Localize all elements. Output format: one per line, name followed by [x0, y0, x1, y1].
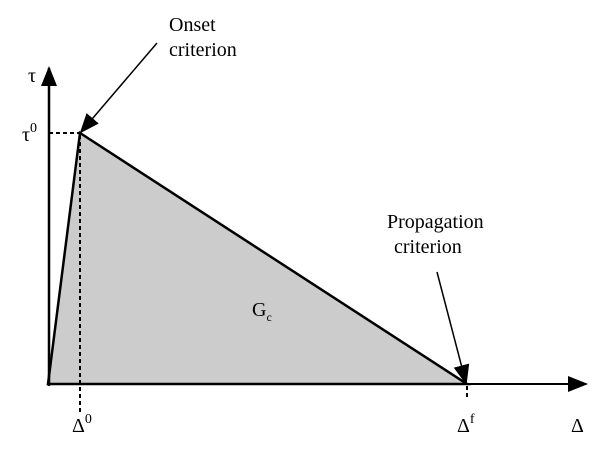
onset-label-line2: criterion	[169, 39, 237, 61]
tau0-label: τ0	[22, 121, 37, 146]
fracture-energy-area	[46, 130, 472, 386]
propagation-label-line2: criterion	[394, 236, 462, 258]
propagation-label-line1: Propagation	[387, 211, 484, 233]
delta0-label: Δ0	[72, 412, 92, 437]
y-axis-label: τ	[28, 65, 36, 87]
x-axis-label: Δ	[571, 415, 584, 437]
onset-arrow	[79, 42, 158, 134]
deltaf-label: Δf	[457, 412, 475, 437]
onset-label-line1: Onset	[169, 14, 216, 36]
gc-label: Gc	[252, 299, 272, 324]
propagation-arrow	[436, 271, 470, 385]
